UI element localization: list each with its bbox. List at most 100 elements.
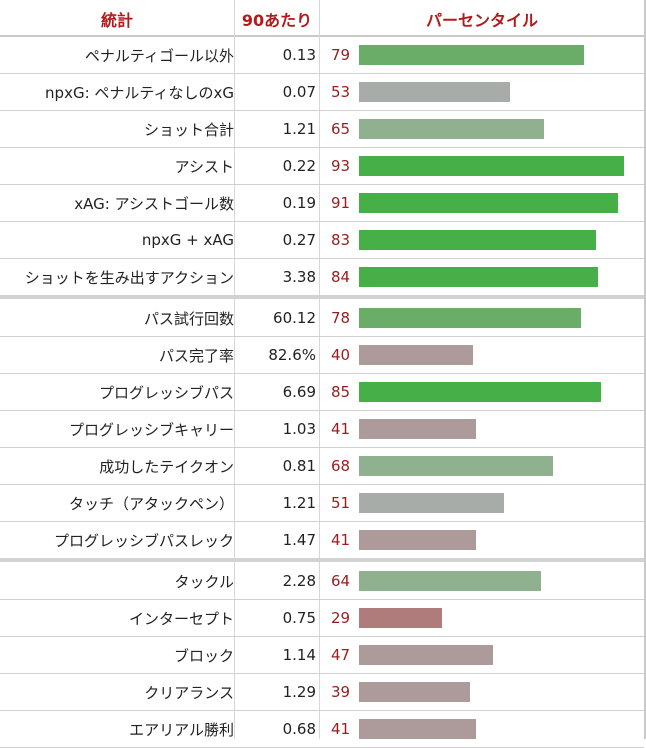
stat-label: ペナルティゴール以外: [84, 46, 234, 65]
percentile-bar: [359, 719, 476, 739]
percentile-label: 53: [331, 83, 351, 101]
per90-value: 0.75: [282, 609, 316, 627]
table-row: ショットを生み出すアクション 3.38 84: [0, 259, 644, 296]
table-row: インターセプト 0.75 29: [0, 600, 644, 637]
stat-label: インターセプト: [128, 609, 234, 628]
percentile-label: 78: [331, 309, 351, 327]
table-row: ペナルティゴール以外 0.13 79: [0, 37, 644, 74]
percentile-label: 83: [331, 231, 351, 249]
percentile-bar: [359, 308, 581, 328]
stat-label: npxG + xAG: [141, 231, 234, 249]
percentile-label: 41: [331, 420, 351, 438]
stat-label: 成功したテイクオン: [99, 457, 234, 476]
percentile-bar: [359, 419, 476, 439]
table-row: ショット合計 1.21 65: [0, 111, 644, 148]
per90-value: 1.21: [282, 494, 316, 512]
table-row: クリアランス 1.29 39: [0, 674, 644, 711]
stat-column-header[interactable]: 統計: [100, 10, 133, 30]
stat-label: パス試行回数: [143, 309, 234, 328]
stat-label: エアリアル勝利: [129, 720, 234, 739]
percentile-bar: [359, 382, 601, 402]
table-row: ブロック 1.14 47: [0, 637, 644, 674]
percentile-label: 41: [331, 720, 351, 738]
percentile-label: 29: [331, 609, 351, 627]
per90-value: 1.47: [282, 531, 316, 549]
per90-value: 2.28: [282, 572, 316, 590]
table-row: プログレッシブキャリー 1.03 41: [0, 411, 644, 448]
per90-value: 0.13: [282, 46, 316, 64]
table-row: パス完了率 82.6% 40: [0, 337, 644, 374]
per90-value: 0.68: [282, 720, 316, 738]
stat-label: ショット合計: [143, 120, 234, 139]
percentile-bar: [359, 608, 442, 628]
percentile-bar: [359, 82, 510, 102]
percentile-bar: [359, 345, 473, 365]
table-row: パス試行回数 60.12 78: [0, 300, 644, 337]
table-row: npxG: ペナルティなしのxG 0.07 53: [0, 74, 644, 111]
table-row: プログレッシブパスレック 1.47 41: [0, 522, 644, 559]
percentile-label: 40: [331, 346, 351, 364]
group-separator: [0, 558, 644, 562]
percentile-bar: [359, 645, 493, 665]
table-row: エアリアル勝利 0.68 41: [0, 711, 644, 748]
table-right-border: [644, 0, 646, 739]
percentile-label: 93: [331, 157, 351, 175]
percentile-label: 85: [331, 383, 351, 401]
stat-label: タッチ（アタックペン）: [68, 494, 234, 513]
percentile-bar: [359, 45, 584, 65]
stat-label: プログレッシブパスレック: [53, 531, 234, 550]
per90-value: 0.27: [282, 231, 316, 249]
per90-value: 3.38: [282, 268, 316, 286]
per90-value: 1.29: [282, 683, 316, 701]
percentile-bar: [359, 193, 618, 213]
per90-value: 1.14: [282, 646, 316, 664]
stat-label: プログレッシブパス: [98, 383, 234, 402]
percentile-label: 79: [331, 46, 351, 64]
per90-column-header[interactable]: 90あたり: [241, 10, 313, 30]
percentile-label: 39: [331, 683, 351, 701]
percentile-label: 65: [331, 120, 351, 138]
per90-value: 1.03: [282, 420, 316, 438]
per90-value: 0.19: [282, 194, 316, 212]
percentile-bar: [359, 456, 553, 476]
stat-label: タックル: [174, 572, 234, 591]
stat-label: パス完了率: [158, 346, 234, 365]
per90-value: 60.12: [273, 309, 316, 327]
table-row: 成功したテイクオン 0.81 68: [0, 448, 644, 485]
table-row: npxG + xAG 0.27 83: [0, 222, 644, 259]
stat-label: npxG: ペナルティなしのxG: [45, 83, 234, 102]
percentile-label: 91: [331, 194, 351, 212]
percentile-label: 64: [331, 572, 351, 590]
per90-value: 0.07: [282, 83, 316, 101]
header-divider: [0, 35, 646, 37]
percentile-bar: [359, 571, 541, 591]
percentile-bar: [359, 156, 624, 176]
per90-value: 6.69: [282, 383, 316, 401]
percentile-label: 41: [331, 531, 351, 549]
percentile-label: 68: [331, 457, 351, 475]
per90-value: 0.81: [282, 457, 316, 475]
percentile-bar: [359, 682, 470, 702]
percentile-bar: [359, 119, 544, 139]
per90-value: 0.22: [282, 157, 316, 175]
percentile-column-header[interactable]: パーセンタイル: [425, 10, 538, 30]
percentile-label: 51: [331, 494, 351, 512]
percentile-bar: [359, 230, 596, 250]
table-row: xAG: アシストゴール数 0.19 91: [0, 185, 644, 222]
column-divider-2: [319, 0, 320, 739]
group-separator: [0, 295, 644, 299]
percentile-bar: [359, 267, 598, 287]
percentile-bar: [359, 530, 476, 550]
column-divider-1: [234, 0, 235, 739]
table-row: タッチ（アタックペン） 1.21 51: [0, 485, 644, 522]
stat-label: プログレッシブキャリー: [68, 420, 234, 439]
table-row: プログレッシブパス 6.69 85: [0, 374, 644, 411]
percentile-label: 47: [331, 646, 351, 664]
stat-label: ブロック: [173, 646, 234, 665]
percentile-bar: [359, 493, 504, 513]
stat-label: xAG: アシストゴール数: [74, 194, 234, 213]
stat-label: クリアランス: [144, 683, 234, 702]
stat-label: ショットを生み出すアクション: [24, 268, 234, 287]
table-row: タックル 2.28 64: [0, 563, 644, 600]
